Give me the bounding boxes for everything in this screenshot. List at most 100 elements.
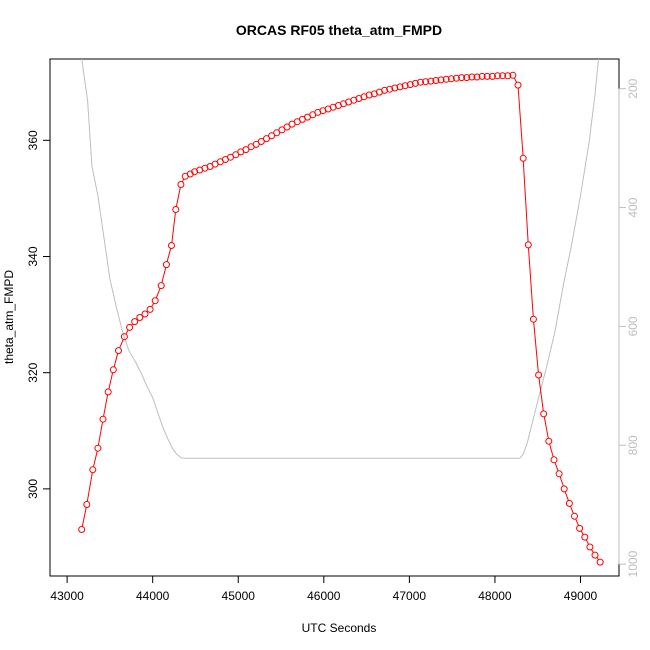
series-segment (103, 394, 109, 417)
x-tick-label: 44000 (136, 589, 170, 603)
data-point (386, 85, 394, 93)
series-segment (580, 530, 584, 535)
chart-title: ORCAS RF05 theta_atm_FMPD (236, 22, 442, 38)
data-point (432, 77, 440, 84)
data-point (545, 437, 553, 445)
x-tick-label: 45000 (222, 589, 256, 603)
data-point (242, 146, 250, 154)
y2-tick-label: 600 (626, 316, 640, 336)
y-tick-label: 360 (26, 130, 40, 150)
series-segment (93, 450, 98, 467)
data-point (581, 533, 589, 541)
data-point (157, 282, 165, 290)
data-point (417, 78, 424, 86)
series-segment (86, 472, 93, 502)
data-point (126, 323, 134, 331)
series-segment (554, 462, 559, 472)
series-segment (570, 506, 574, 514)
series-segment (585, 539, 589, 545)
x-tick-label: 48000 (478, 589, 512, 603)
data-point (268, 132, 276, 140)
series-segment (175, 187, 181, 207)
data-point (422, 78, 430, 86)
series-line-right-axis (81, 58, 599, 459)
data-point (406, 81, 414, 89)
series-segment (522, 161, 529, 242)
data-point (555, 470, 563, 478)
data-point (83, 501, 91, 508)
data-point (401, 82, 409, 90)
series-segment (513, 77, 518, 83)
data-point (391, 84, 399, 92)
data-point (115, 347, 122, 355)
data-point (146, 305, 154, 313)
plot-frame (49, 58, 620, 577)
data-point (232, 151, 240, 159)
series-segment (528, 247, 534, 317)
series-segment (564, 491, 569, 501)
data-point (458, 74, 466, 82)
data-point (162, 261, 170, 269)
series-segment (543, 416, 549, 439)
data-point (120, 333, 128, 341)
series-segment (517, 88, 524, 156)
data-point (437, 76, 445, 84)
data-point (131, 318, 139, 326)
data-point (257, 138, 265, 145)
data-point (427, 77, 435, 85)
data-point (468, 73, 476, 81)
series-segment (113, 353, 119, 368)
data-point (278, 126, 286, 134)
x-tick-label: 47000 (393, 589, 427, 603)
y2-tick-label: 200 (626, 78, 640, 98)
y2-tick-label: 800 (626, 435, 640, 455)
data-point (452, 74, 460, 82)
data-point (519, 154, 527, 162)
data-point (252, 140, 260, 148)
data-point (263, 135, 270, 143)
x-tick-label: 49000 (564, 589, 598, 603)
data-point (283, 123, 291, 131)
data-point (447, 75, 455, 83)
data-point (535, 371, 543, 379)
data-point (483, 72, 491, 80)
data-point (94, 444, 102, 452)
data-point (177, 181, 185, 188)
data-point (509, 71, 517, 79)
data-point (560, 485, 568, 493)
data-point (411, 79, 419, 87)
data-point (396, 83, 404, 91)
y-tick-label: 300 (26, 479, 40, 499)
series-segment (119, 339, 124, 349)
data-point (571, 512, 578, 520)
axis-layer: 43000 44000 45000 46000 47000 48000 49000 300 32… (26, 78, 640, 603)
data-point (273, 129, 281, 137)
series-segment (81, 507, 87, 527)
data-point (514, 81, 522, 89)
data-point (524, 241, 532, 249)
data-point (596, 558, 604, 566)
data-point (104, 388, 112, 396)
data-point (478, 72, 486, 80)
y2-tick-label: 400 (626, 197, 640, 217)
series-segment (125, 329, 129, 335)
data-point (89, 466, 97, 474)
series-segment (591, 549, 594, 553)
series-segment (181, 178, 185, 183)
data-point (540, 410, 548, 418)
series-segment (97, 422, 103, 446)
series-segment (108, 372, 114, 390)
data-point (172, 206, 180, 213)
y-tick-label: 340 (26, 246, 40, 266)
series-segment (155, 288, 161, 299)
y2-tick-label: 1000 (626, 550, 640, 577)
x-tick-label: 46000 (307, 589, 341, 603)
x-tick-label: 43000 (50, 589, 84, 603)
data-point (78, 526, 86, 533)
data-point (499, 72, 507, 80)
data-point (463, 74, 471, 82)
y-axis-label: theta_atm_FMPD (2, 270, 16, 364)
data-point (365, 91, 373, 99)
data-point (565, 499, 573, 507)
